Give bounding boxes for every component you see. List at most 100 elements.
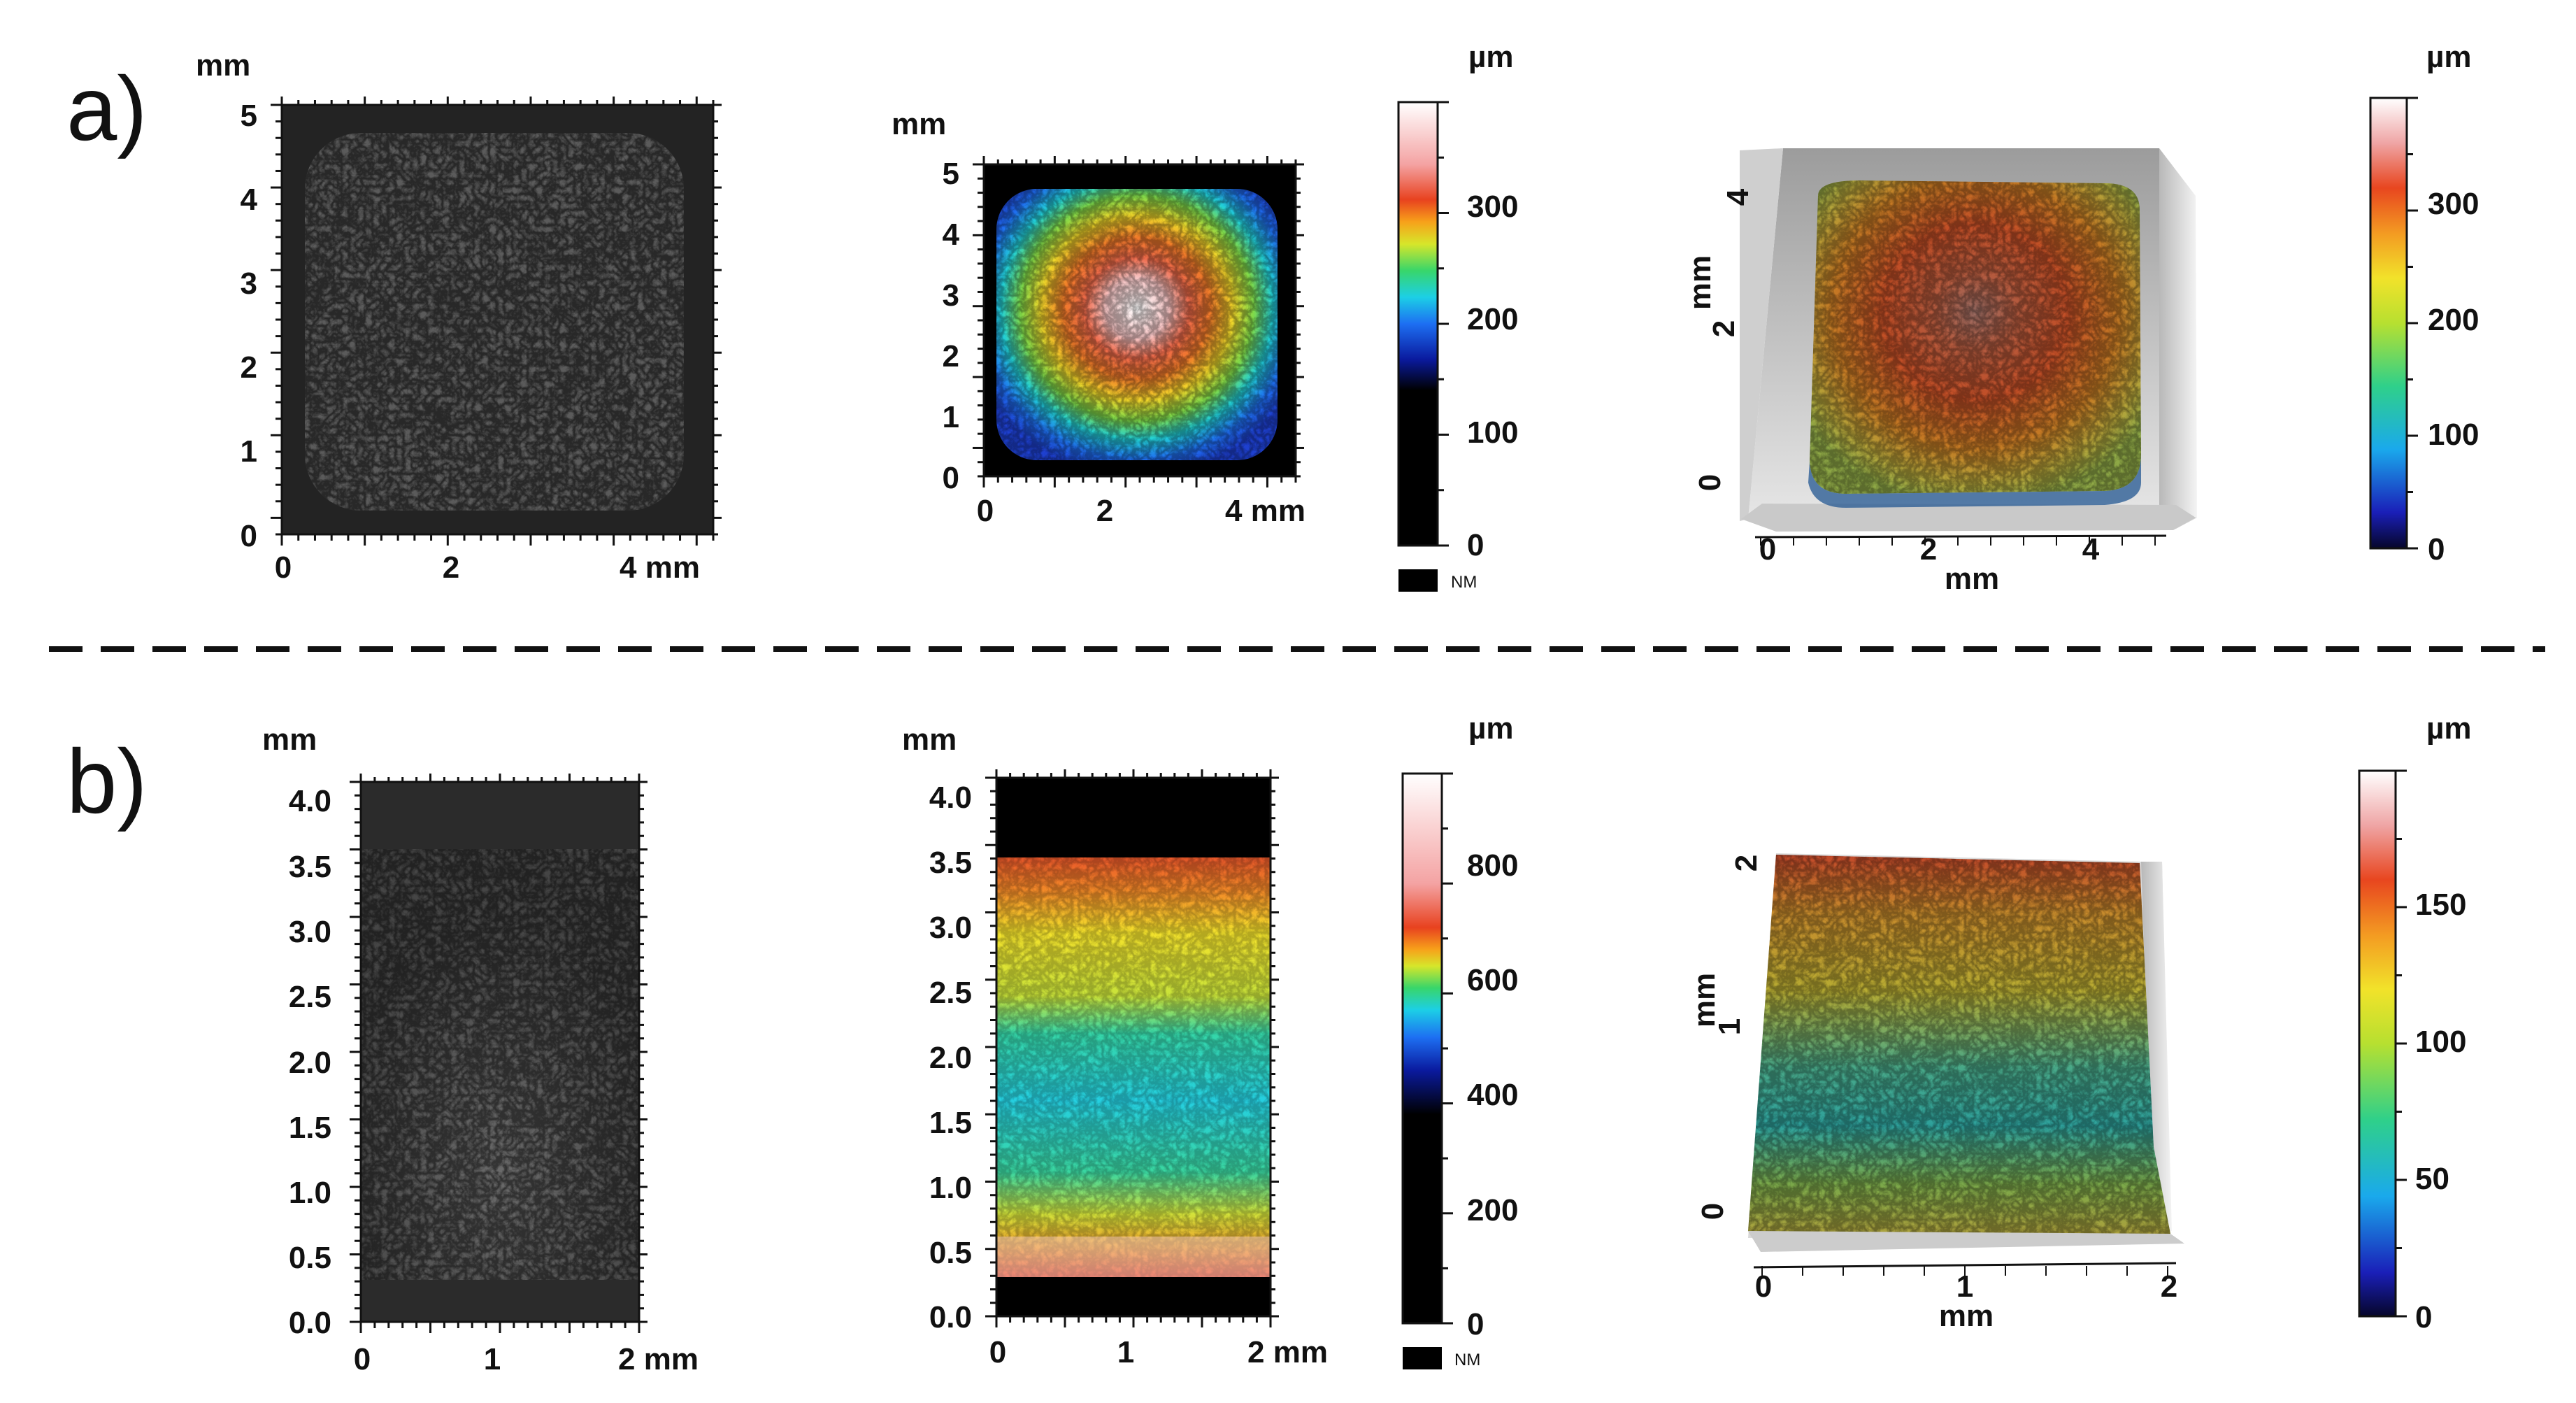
colorbar-a-3d-unit: µm [2426,40,2471,74]
tick: 0 [2428,532,2445,567]
colorbar-b-2d-unit: µm [1468,711,1513,746]
tick: 1 [1712,1018,1747,1035]
tick: 1 [241,434,257,469]
optical-b-unit-label: mm [262,722,317,757]
view3d-a-x-ticks: 0 2 4 [1759,532,2100,567]
tick: 0 [1755,1269,1772,1304]
colorbar-b-3d: µm 0 50 100 150 [2358,711,2471,1334]
tick: 4 [2082,532,2100,567]
tick: 150 [2415,888,2466,922]
tick: 0 [241,519,257,553]
tick: 3.0 [929,911,972,945]
view3d-b-y-ticks: 0 1 2 [1696,855,1763,1220]
heightmap-a-y-ticks: 0 1 2 3 4 5 [943,157,960,495]
tick: 1.0 [929,1171,972,1205]
heightmap-a-x-ticks: 0 2 4 mm [977,494,1305,528]
row-a: a) mm 0 1 2 3 4 5 0 2 4 mm [66,40,2479,596]
heightmap-b-x-ticks: 0 1 2 mm [989,1335,1328,1369]
colorbar-a-2d-unit: µm [1468,40,1513,74]
tick: 4.0 [929,781,972,815]
heightmap-b-unit-label: mm [902,722,957,757]
tick: 1.5 [929,1106,972,1140]
tick: 3 [943,278,959,313]
tick: 4 [1721,188,1755,206]
optical-a-y-ticks: 0 1 2 3 4 5 [241,99,258,553]
tick: 800 [1467,848,1518,883]
view3d-b: 0 1 2 mm 0 1 2 mm [1687,853,2184,1333]
tick: 2 [241,350,257,385]
heightmap-b: mm 0.0 0.5 1.0 1.5 2.0 2.5 3.0 3.5 4.0 0… [902,722,1328,1369]
tick: 300 [1467,190,1518,224]
tick: 0 [1696,1203,1730,1220]
colorbar-b-3d-unit: µm [2426,711,2471,746]
tick: 2 [443,550,459,585]
tick: 100 [2415,1025,2466,1059]
colorbar-a-3d: µm 0 100 200 300 [2369,40,2479,567]
tick: 4 mm [1225,494,1305,528]
tick: 0 [275,550,292,585]
tick: 2 [2161,1269,2177,1304]
nm-swatch [1403,1347,1442,1369]
tick: 2 [943,339,959,373]
tick: 50 [2415,1162,2449,1196]
colorbar-a-2d-ticks: 0 100 200 300 [1467,190,1518,562]
optical-b-x-ticks: 0 1 2 mm [354,1342,699,1376]
tick: 0 [1467,1307,1484,1341]
tick: 0.0 [289,1306,331,1340]
optical-image-a: mm 0 1 2 3 4 5 0 2 4 mm [196,48,715,585]
tick: 0 [1693,474,1727,491]
tick-mark [1754,534,2167,539]
tick: 200 [2428,303,2479,337]
tick: 0 [1467,528,1484,562]
heightmap-a: mm 0 1 2 3 4 5 0 2 4 mm [892,107,1305,528]
tick: 600 [1467,963,1518,997]
nm-label: NM [1454,1351,1480,1369]
tick: 2 [1729,855,1763,871]
panel-label-a: a) [66,57,148,159]
tick: 0 [989,1335,1006,1369]
view3d-b-x-title: mm [1939,1299,1994,1333]
tick: 3.5 [929,846,972,880]
tick: 0 [354,1342,371,1376]
tick: 0.0 [929,1300,972,1334]
tick: 100 [1467,415,1518,450]
tick: 1 [943,400,959,434]
tick: 2.0 [929,1041,972,1075]
tick: 3.5 [289,850,331,884]
nm-label: NM [1451,573,1477,592]
colorbar-b-2d: µm 0 200 400 600 800 NM [1401,711,1518,1369]
view3d-b-x-ticks: 0 1 2 [1755,1269,2177,1304]
axis-tick-marks [271,97,2418,1333]
view3d-a-y-title: mm [1683,255,1717,310]
tick: 2.5 [929,976,972,1010]
tick: 5 [241,99,257,133]
tick: 2.0 [289,1046,331,1080]
view3d-a-y-ticks: 0 2 4 [1693,188,1755,491]
tick: 1 [484,1342,501,1376]
colorbar-a-3d-ticks: 0 100 200 300 [2428,187,2479,567]
tick: 1.5 [289,1111,331,1145]
view3d-a-x-title: mm [1945,562,1999,596]
tick: 100 [2428,418,2479,452]
tick: 2 mm [1247,1335,1328,1369]
tick: 200 [1467,302,1518,336]
tick: 0 [943,461,959,495]
tick: 2.5 [289,980,331,1014]
tick: 4 [241,183,258,217]
optical-b-y-ticks: 0.0 0.5 1.0 1.5 2.0 2.5 3.0 3.5 4.0 [289,784,331,1340]
heightmap-b-y-ticks: 0.0 0.5 1.0 1.5 2.0 2.5 3.0 3.5 4.0 [929,781,972,1334]
panel-label-b: b) [66,730,148,832]
colorbar-b-3d-ticks: 0 50 100 150 [2415,888,2466,1334]
tick: 3.0 [289,915,331,949]
tick: 400 [1467,1078,1518,1112]
tick: 2 [1096,494,1113,528]
row-b: b) mm 0.0 0.5 1.0 1.5 2.0 2.5 3.0 3.5 4.… [66,711,2471,1376]
optical-a-unit-label: mm [196,48,250,83]
colorbar-a-2d: µm 0 100 200 300 NM [1397,40,1518,592]
nm-swatch [1398,569,1438,592]
tick: 0 [977,494,994,528]
tick: 4 [943,218,960,252]
tick: 200 [1467,1193,1518,1227]
view3d-b-y-title: mm [1687,973,1722,1027]
